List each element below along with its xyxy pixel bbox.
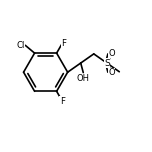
Text: O: O xyxy=(108,68,115,77)
Text: Cl: Cl xyxy=(16,41,24,50)
Text: O: O xyxy=(108,49,115,58)
Text: F: F xyxy=(61,39,66,48)
Text: S: S xyxy=(104,59,110,67)
Text: OH: OH xyxy=(77,74,90,83)
Text: F: F xyxy=(60,97,65,105)
